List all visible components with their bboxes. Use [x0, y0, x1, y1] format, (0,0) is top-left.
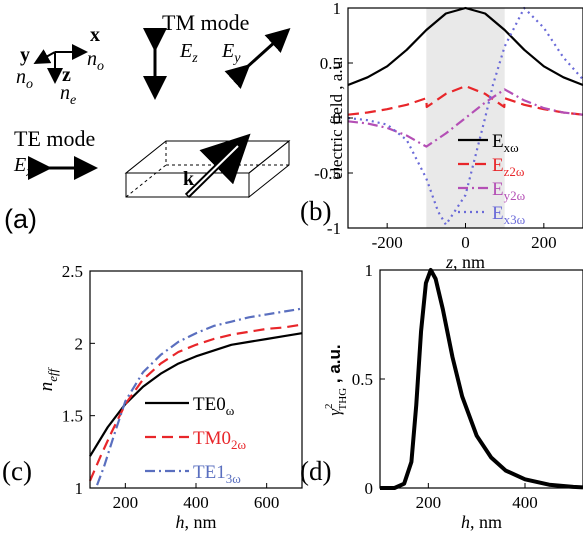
x-tick-label: 200 [531, 233, 557, 252]
x-axis-label: z, nm [445, 252, 485, 272]
n-e-label: ne [60, 82, 77, 108]
te-mode-title: TE mode [14, 126, 96, 151]
x-axis-label: h, nm [461, 512, 502, 532]
ez-label: Ez [180, 40, 198, 66]
y-tick-label: 0 [333, 109, 342, 128]
x-tick-label: 400 [512, 493, 538, 512]
n-o-label-1: no [87, 48, 104, 74]
panel-a-letter: (a) [4, 204, 37, 234]
y-tick-label: -0.5 [314, 164, 341, 183]
x-axis-label: h, nm [175, 512, 216, 532]
y-tick-label: -1 [327, 219, 341, 238]
shaded-core-region [426, 8, 505, 228]
panel-a-drawing [28, 27, 291, 199]
y-axis-label: y [20, 44, 30, 66]
y-axis-label-d: γ2 THG , a.u. [323, 344, 349, 415]
chart-panel-d: 200 400 0 0.5 1 h, nm (d) [300, 261, 583, 532]
series-line-gamma2 [380, 268, 583, 490]
legend-label: Ex3ω [492, 203, 526, 227]
legend-label: Exω [492, 131, 519, 155]
plot-frame [89, 270, 303, 489]
x-tick-label: 200 [113, 493, 139, 512]
legend-label: Ez2ω [492, 155, 525, 179]
ey-label: Ey [222, 40, 241, 66]
y-tick-label: 2.5 [62, 262, 83, 281]
y-axis-label-b: electric field , a.u. [327, 57, 346, 180]
panel-letter: (d) [300, 456, 331, 486]
y-axis-arrow [33, 49, 56, 64]
ex-label: Ex [14, 154, 33, 180]
chart-panel-b: -200 0 200 -1 -0.5 0 0.5 1 z, nm (b) [300, 0, 583, 272]
y-tick-label: 1.5 [62, 407, 83, 426]
y-tick-label: 1 [333, 0, 342, 18]
ey-arrow [224, 27, 291, 89]
legend-c: TE0ω TM02ω TE13ω [145, 394, 247, 486]
y-tick-label: 0.5 [352, 370, 373, 389]
legend-label: TE0ω [193, 394, 235, 418]
x-tick-label: -200 [372, 233, 403, 252]
x-axis-label: x [90, 24, 100, 46]
series-line-Ey_2w [347, 88, 583, 148]
k-vector-label: k [183, 168, 195, 190]
x-tick-label: 200 [416, 493, 442, 512]
series-line-Ex_3w [347, 6, 583, 226]
panel-letter: (b) [300, 196, 331, 226]
y-axis-label-c: neff [36, 366, 60, 391]
y-tick-label: 0 [365, 479, 374, 498]
series-line-TM0_2w [88, 323, 303, 482]
legend-label: Ey2ω [492, 179, 526, 203]
n-o-label-2: no [16, 66, 33, 92]
z-axis-label: z [62, 64, 71, 86]
series-line-TE1_3w [96, 307, 303, 486]
x-tick-label: 600 [254, 493, 280, 512]
x-tick-label: 400 [183, 493, 209, 512]
y-tick-label: 2 [75, 334, 84, 353]
y-tick-label: 1 [75, 479, 84, 498]
y-tick-label: 1 [365, 261, 374, 280]
panel-letter: (c) [2, 456, 32, 486]
x-tick-label: 0 [461, 233, 470, 252]
chart-panel-c: 200 400 600 1 1.5 2 2.5 h, nm (c) [2, 262, 303, 532]
tm-mode-title: TM mode [162, 10, 250, 35]
legend-label: TM02ω [193, 428, 247, 452]
legend-label: TE13ω [193, 462, 241, 486]
y-tick-label: 0.5 [320, 54, 341, 73]
panel-a: x no y no z ne TM mode Ez Ey TE mode Ex … [0, 0, 300, 240]
